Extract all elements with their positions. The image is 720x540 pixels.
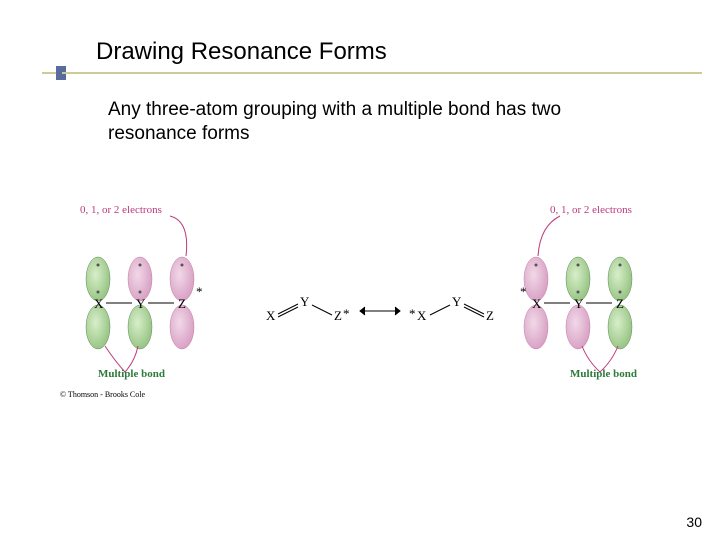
slide-title: Drawing Resonance Forms [96, 38, 387, 66]
header-underline [62, 72, 702, 74]
left-atom-x: X [94, 296, 103, 312]
right-atom-x: X [532, 296, 541, 312]
header-accent-olive [42, 72, 56, 74]
center-right-xstar: * [409, 306, 416, 322]
left-atom-z: Z [178, 296, 186, 312]
right-x-star: * [520, 284, 527, 300]
slide-body-text: Any three-atom grouping with a multiple … [108, 98, 648, 146]
resonance-diagram: 0, 1, or 2 electrons X Y Z * Multiple bo… [60, 186, 660, 416]
copyright-text: © Thomson - Brooks Cole [60, 390, 145, 399]
center-left-y: Y [300, 294, 309, 310]
right-electron-label: 0, 1, or 2 electrons [550, 204, 632, 216]
center-right-x: X [417, 308, 426, 324]
left-z-star: * [196, 284, 203, 300]
left-electron-label: 0, 1, or 2 electrons [80, 204, 162, 216]
center-left-zstar: * [343, 306, 350, 322]
left-atom-y: Y [136, 296, 145, 312]
left-multiple-bond-label: Multiple bond [98, 368, 165, 380]
slide-number: 30 [686, 514, 702, 530]
right-atom-z: Z [616, 296, 624, 312]
center-left-x: X [266, 308, 275, 324]
right-multiple-bond-label: Multiple bond [570, 368, 637, 380]
right-atom-y: Y [574, 296, 583, 312]
center-right-y: Y [452, 294, 461, 310]
center-left-z: Z [334, 308, 342, 324]
center-right-z: Z [486, 308, 494, 324]
diagram-svg [60, 186, 660, 416]
